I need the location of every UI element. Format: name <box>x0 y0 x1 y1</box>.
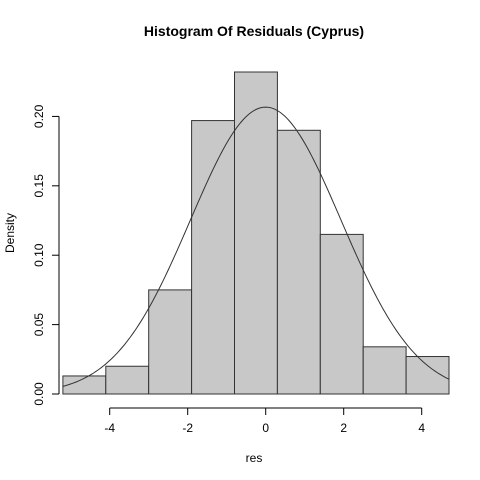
histogram-bar <box>192 121 235 394</box>
histogram-bar <box>320 234 363 394</box>
x-axis-label: res <box>246 451 263 465</box>
y-axis-label: Density <box>3 213 17 253</box>
y-tick-label: 0.00 <box>32 382 46 406</box>
histogram-bar <box>363 347 406 394</box>
y-tick-label: 0.10 <box>32 243 46 267</box>
histogram-bar <box>149 290 192 394</box>
histogram-bar <box>235 72 278 394</box>
x-tick-label: -2 <box>182 421 193 435</box>
histogram-bar <box>406 357 449 394</box>
x-tick-label: 0 <box>262 421 269 435</box>
x-tick-label: 4 <box>418 421 425 435</box>
y-tick-label: 0.20 <box>32 104 46 128</box>
y-axis: 0.00 0.05 0.10 0.15 0.20 <box>32 104 59 405</box>
y-tick-label: 0.15 <box>32 174 46 198</box>
x-axis: -4 -2 0 2 4 <box>104 408 425 435</box>
x-tick-label: -4 <box>104 421 115 435</box>
chart-title: Histogram Of Residuals (Cyprus) <box>144 23 364 39</box>
bars-group <box>63 72 449 394</box>
histogram-bar <box>277 130 320 394</box>
histogram-bar <box>106 366 149 394</box>
x-tick-label: 2 <box>340 421 347 435</box>
y-tick-label: 0.05 <box>32 313 46 337</box>
